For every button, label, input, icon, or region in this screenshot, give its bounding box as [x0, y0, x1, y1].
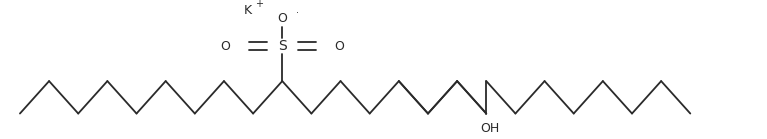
Text: O: O — [278, 12, 287, 25]
Text: O: O — [221, 40, 230, 53]
Text: OH: OH — [480, 122, 500, 135]
Text: +: + — [255, 0, 263, 8]
Text: K: K — [243, 4, 252, 17]
Text: O: O — [334, 40, 344, 53]
Text: ·: · — [296, 8, 299, 18]
Text: S: S — [278, 39, 287, 53]
